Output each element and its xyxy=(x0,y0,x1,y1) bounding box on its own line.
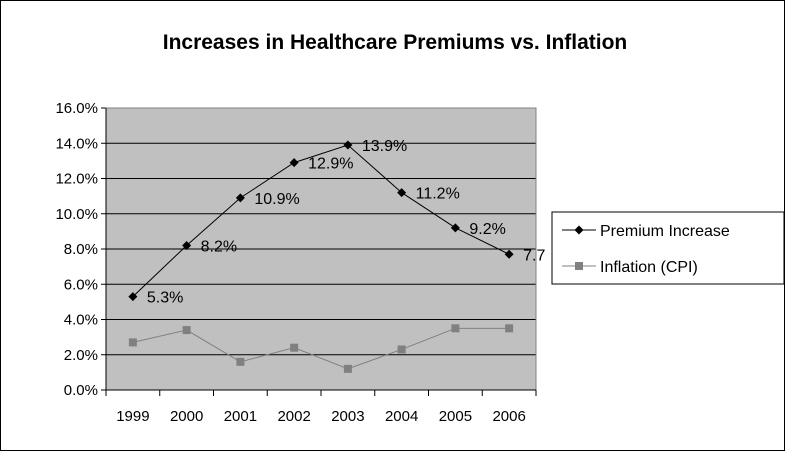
legend-label: Inflation (CPI) xyxy=(600,259,698,276)
series-line-1 xyxy=(132,144,510,297)
data-label: 5.3% xyxy=(147,290,183,307)
data-point-inflation xyxy=(290,343,299,352)
data-label: 11.2% xyxy=(416,186,460,203)
y-tick-label: 14.0% xyxy=(55,135,98,152)
y-tick-label: 0.0% xyxy=(64,382,98,399)
data-point-premium xyxy=(397,188,407,198)
x-tick-label: 2003 xyxy=(331,408,364,425)
y-tick-label: 12.0% xyxy=(55,171,98,188)
y-tick-label: 4.0% xyxy=(64,312,98,329)
y-tick-label: 8.0% xyxy=(64,241,98,258)
data-point-premium xyxy=(504,249,514,259)
data-point-premium xyxy=(128,292,138,302)
chart-title: Increases in Healthcare Premiums vs. Inf… xyxy=(163,31,628,54)
x-tick-label: 1999 xyxy=(116,408,149,425)
x-tick-label: 2006 xyxy=(492,408,525,425)
data-point-inflation xyxy=(236,357,245,366)
data-point-premium xyxy=(182,240,192,250)
data-point-inflation xyxy=(505,324,514,333)
data-label: 8.2% xyxy=(201,238,237,255)
data-label: 12.9% xyxy=(308,156,353,173)
data-point-inflation xyxy=(343,364,352,373)
data-point-inflation xyxy=(182,326,191,335)
legend-marker-diamond xyxy=(574,225,584,235)
data-point-premium xyxy=(450,223,460,233)
x-tick-label: 2001 xyxy=(224,408,257,425)
data-point-premium xyxy=(235,193,245,203)
legend: Premium Increase Inflation (CPI) xyxy=(551,211,785,285)
y-tick-label: 10.0% xyxy=(55,206,98,223)
legend-box xyxy=(551,211,785,285)
data-label: 10.9% xyxy=(254,191,299,208)
x-tick-label: 2004 xyxy=(385,408,418,425)
legend-label: Premium Increase xyxy=(600,223,730,240)
legend-marker-square xyxy=(575,262,583,270)
data-point-premium xyxy=(289,158,299,168)
data-label: 9.2% xyxy=(469,221,505,238)
x-tick-label: 2002 xyxy=(277,408,310,425)
x-tick-label: 2000 xyxy=(170,408,203,425)
y-tick-label: 6.0% xyxy=(64,276,98,293)
series-line-2 xyxy=(132,327,510,370)
x-tick-label: 2005 xyxy=(439,408,472,425)
data-label: 13.9% xyxy=(362,138,407,155)
data-point-inflation xyxy=(451,324,460,333)
y-tick-label: 16.0% xyxy=(55,100,98,117)
data-point-inflation xyxy=(397,345,406,354)
plot-area: 0.0% 2.0% 4.0% 6.0% 8.0% 10.0% 12.0% 14.0% 16.0%… xyxy=(55,100,545,425)
data-label: 7.7 xyxy=(523,247,545,264)
y-tick-label: 2.0% xyxy=(64,347,98,364)
data-point-inflation xyxy=(128,338,137,347)
data-point-premium xyxy=(343,140,353,150)
